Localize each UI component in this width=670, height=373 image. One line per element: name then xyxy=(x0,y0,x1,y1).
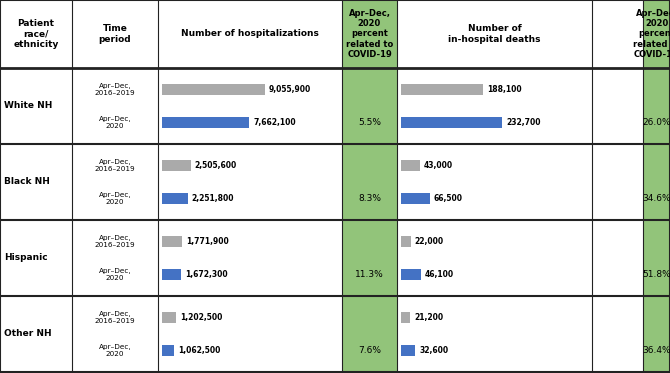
Bar xyxy=(401,236,411,247)
Text: Apr–Dec,
2020: Apr–Dec, 2020 xyxy=(98,268,131,281)
Text: 21,200: 21,200 xyxy=(414,313,444,322)
Bar xyxy=(592,0,643,68)
Bar xyxy=(162,269,181,280)
Text: 232,700: 232,700 xyxy=(507,118,541,127)
Bar xyxy=(401,84,483,95)
Bar xyxy=(162,117,249,128)
Bar xyxy=(401,117,502,128)
Bar xyxy=(162,84,265,95)
Text: Apr–Dec,
2016–2019: Apr–Dec, 2016–2019 xyxy=(94,311,135,324)
Text: 1,062,500: 1,062,500 xyxy=(178,346,220,355)
Text: Time
period: Time period xyxy=(98,24,131,44)
Bar xyxy=(342,220,397,296)
Text: 188,100: 188,100 xyxy=(487,85,521,94)
Text: Number of
in-hospital deaths: Number of in-hospital deaths xyxy=(448,24,541,44)
Bar xyxy=(643,220,670,296)
Text: 1,202,500: 1,202,500 xyxy=(180,313,222,322)
Text: 9,055,900: 9,055,900 xyxy=(269,85,312,94)
Text: 46,100: 46,100 xyxy=(425,270,454,279)
Text: 51.8%: 51.8% xyxy=(642,270,670,279)
Text: 36.4%: 36.4% xyxy=(642,346,670,355)
Bar xyxy=(0,0,72,68)
Text: 22,000: 22,000 xyxy=(415,237,444,246)
Bar xyxy=(162,193,188,204)
Bar xyxy=(342,68,397,144)
Bar xyxy=(643,144,670,220)
Text: Apr–Dec,
2020
percent
related to
COVID-19: Apr–Dec, 2020 percent related to COVID-1… xyxy=(346,9,393,59)
Text: 2,251,800: 2,251,800 xyxy=(192,194,234,203)
Text: 7.6%: 7.6% xyxy=(358,346,381,355)
Text: 43,000: 43,000 xyxy=(423,161,453,170)
Text: 1,771,900: 1,771,900 xyxy=(186,237,229,246)
Bar xyxy=(342,0,397,68)
Text: 7,662,100: 7,662,100 xyxy=(253,118,296,127)
Bar xyxy=(397,0,592,68)
Bar xyxy=(401,193,430,204)
Text: Number of hospitalizations: Number of hospitalizations xyxy=(181,29,319,38)
Bar xyxy=(162,236,182,247)
Bar xyxy=(162,160,190,171)
Text: 34.6%: 34.6% xyxy=(642,194,670,203)
Bar xyxy=(162,312,176,323)
Bar xyxy=(342,296,397,372)
Text: Apr–Dec,
2016–2019: Apr–Dec, 2016–2019 xyxy=(94,235,135,248)
Text: 8.3%: 8.3% xyxy=(358,194,381,203)
Bar xyxy=(401,269,421,280)
Text: Apr–Dec,
2020: Apr–Dec, 2020 xyxy=(98,344,131,357)
Bar xyxy=(401,160,419,171)
Text: 5.5%: 5.5% xyxy=(358,118,381,127)
Text: Apr–Dec,
2020
percent
related to
COVID-19: Apr–Dec, 2020 percent related to COVID-1… xyxy=(633,9,670,59)
Bar xyxy=(401,345,415,356)
Text: Hispanic: Hispanic xyxy=(4,254,48,263)
Text: Patient
race/
ethnicity: Patient race/ ethnicity xyxy=(13,19,59,49)
Text: 66,500: 66,500 xyxy=(434,194,463,203)
Text: 1,672,300: 1,672,300 xyxy=(185,270,228,279)
Bar xyxy=(643,0,670,68)
Bar xyxy=(643,68,670,144)
Text: Apr–Dec,
2016–2019: Apr–Dec, 2016–2019 xyxy=(94,83,135,96)
Text: 32,600: 32,600 xyxy=(419,346,448,355)
Text: 26.0%: 26.0% xyxy=(642,118,670,127)
Bar xyxy=(162,345,174,356)
Text: Other NH: Other NH xyxy=(4,329,52,339)
Text: Apr–Dec,
2020: Apr–Dec, 2020 xyxy=(98,192,131,205)
Text: 2,505,600: 2,505,600 xyxy=(194,161,237,170)
Text: Black NH: Black NH xyxy=(4,178,50,186)
Text: Apr–Dec,
2016–2019: Apr–Dec, 2016–2019 xyxy=(94,159,135,172)
Text: Apr–Dec,
2020: Apr–Dec, 2020 xyxy=(98,116,131,129)
Bar xyxy=(72,0,158,68)
Bar xyxy=(401,312,410,323)
Bar xyxy=(158,0,342,68)
Bar xyxy=(643,296,670,372)
Text: 11.3%: 11.3% xyxy=(355,270,384,279)
Bar xyxy=(342,144,397,220)
Text: White NH: White NH xyxy=(4,101,52,110)
